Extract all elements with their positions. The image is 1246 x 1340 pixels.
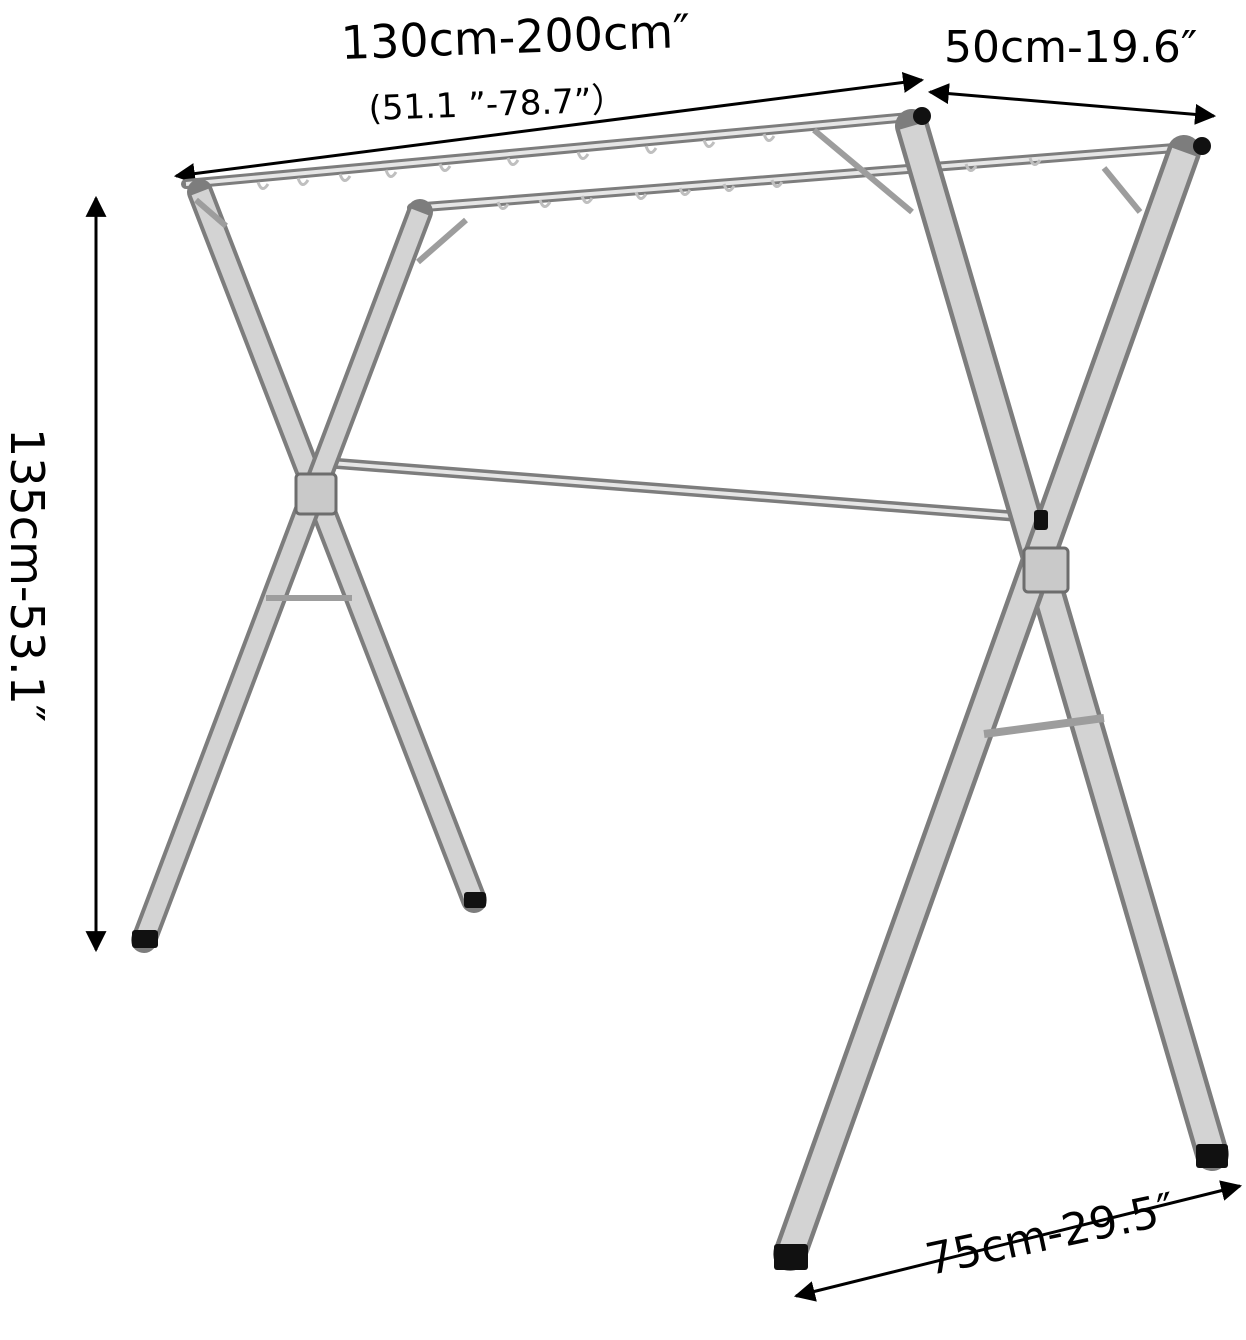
right-front-foot [774, 1244, 808, 1270]
rail-hooks [256, 133, 1042, 210]
left-frame-leg-b-face [135, 208, 429, 944]
right-frame-leg-a-face [900, 122, 1224, 1158]
right-back-brace [1101, 166, 1143, 214]
left-brace [416, 217, 468, 265]
back-rail-end-cap [1193, 137, 1211, 155]
depth-arrow [927, 83, 1217, 125]
left-frame-leg-a-face [191, 188, 483, 904]
width-arrow [173, 71, 925, 185]
left-hinge [294, 472, 338, 516]
back-top-rail-shine [411, 144, 1201, 210]
front-top-rail-shine [185, 114, 921, 186]
left-front-foot [132, 930, 158, 948]
width-range-label: 130cm-200cm″ [339, 3, 692, 70]
right-hinge [1022, 546, 1070, 594]
right-crossbar [983, 714, 1105, 738]
width-range-inches-label: (51.1 ”-78.7”） [367, 80, 627, 129]
base-width-arrow [793, 1180, 1243, 1302]
middle-rail-end-cap [1034, 510, 1048, 530]
front-rail-end-cap [913, 107, 931, 125]
right-frame-leg-b-face [778, 147, 1196, 1259]
right-back-foot [1196, 1144, 1228, 1168]
middle-rail-shine [317, 460, 1039, 520]
left-corner-brace [194, 197, 228, 229]
depth-label: 50cm-19.6″ [944, 22, 1198, 73]
right-brace [812, 127, 914, 215]
height-label: 135cm-53.1″ [0, 428, 54, 723]
left-back-foot [464, 892, 486, 908]
